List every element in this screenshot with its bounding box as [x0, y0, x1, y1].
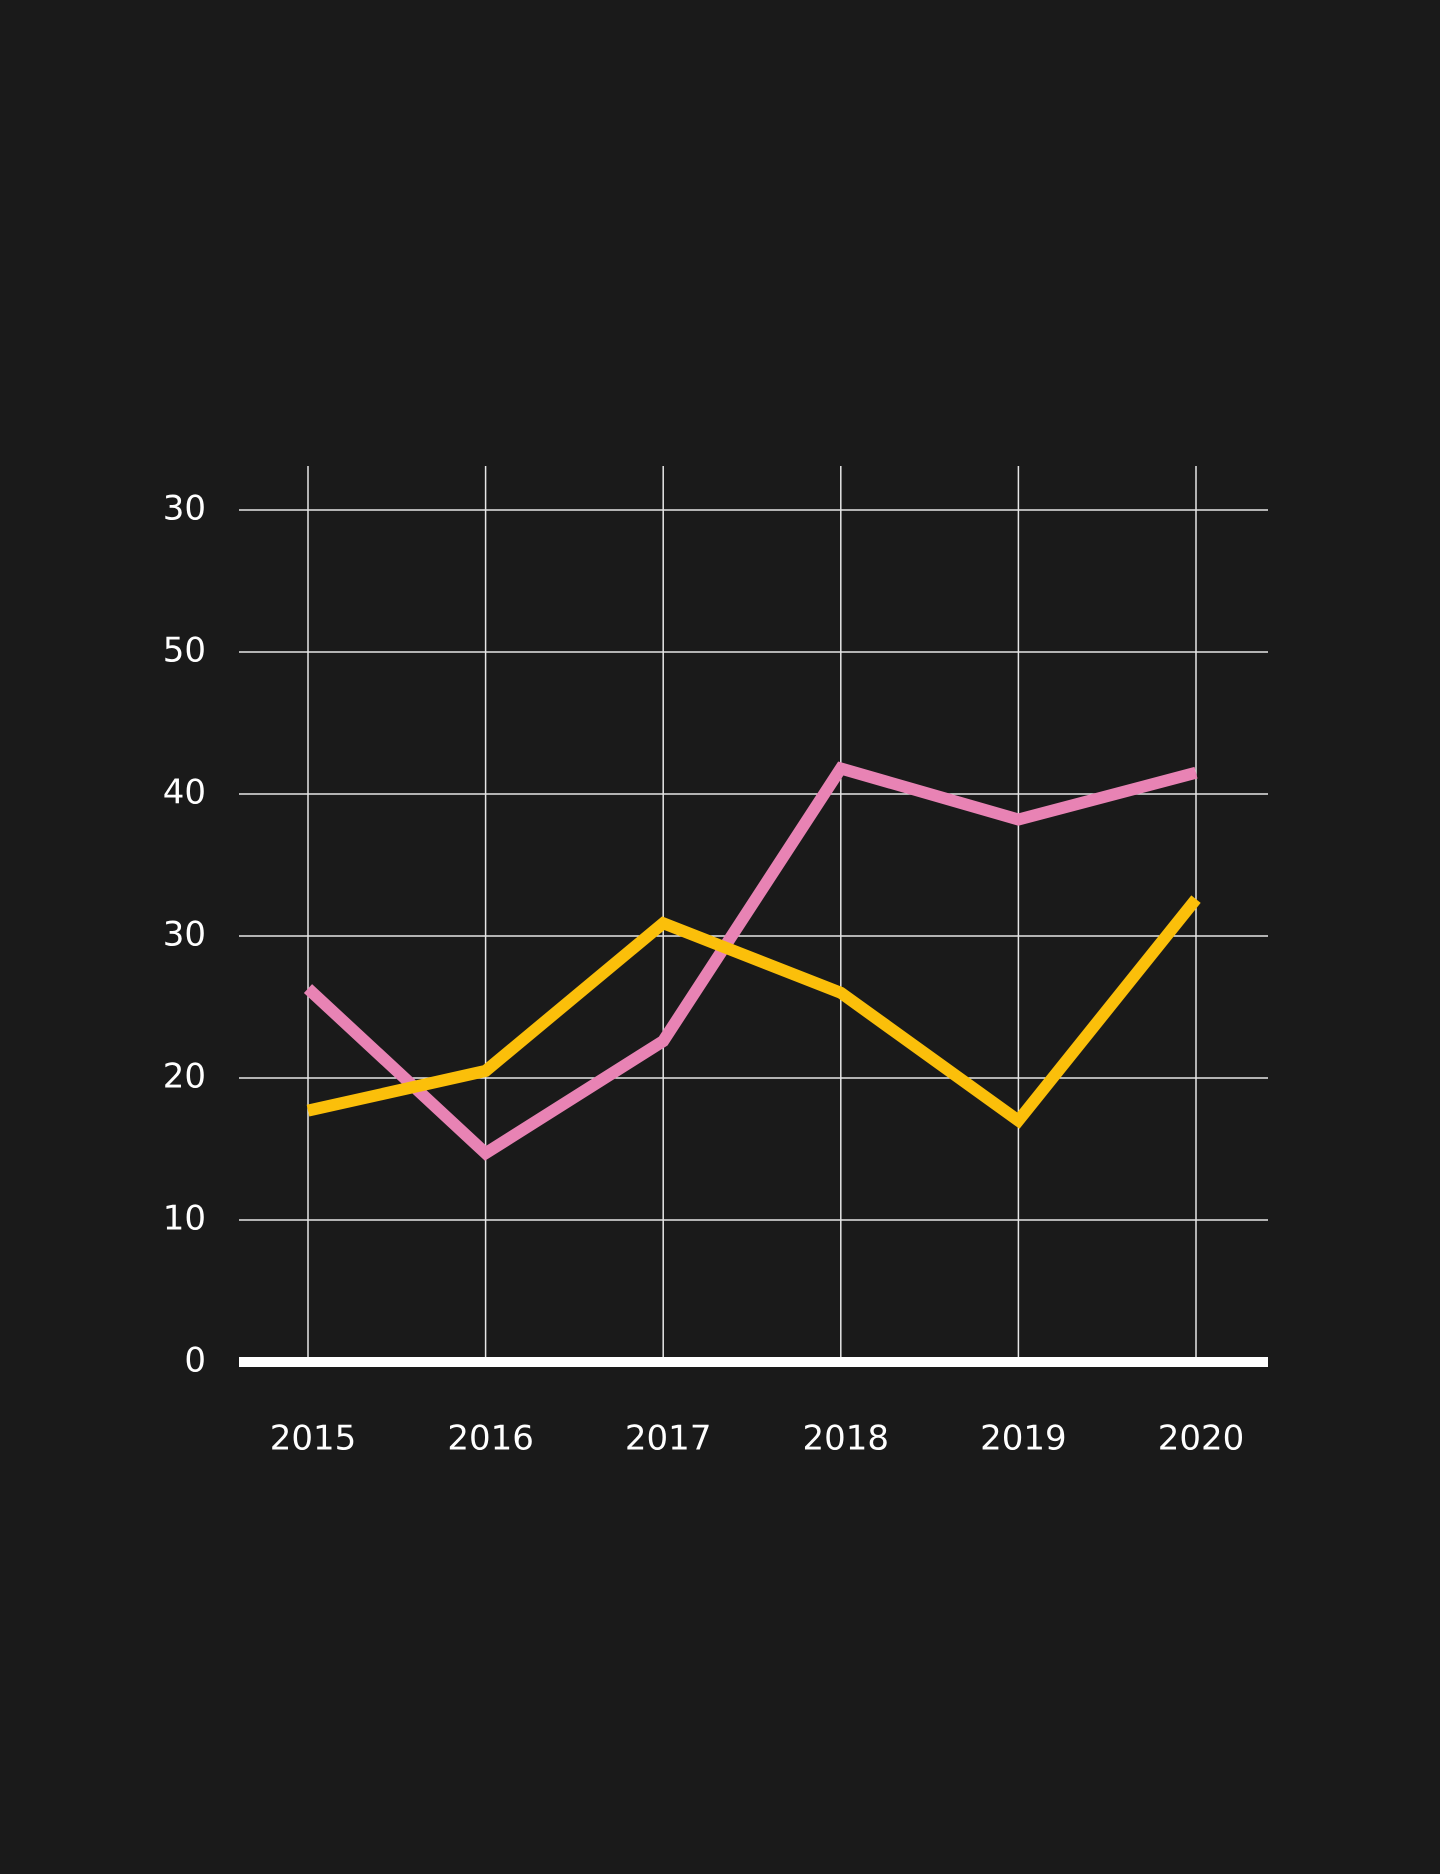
x-tick-label: 2019: [980, 1419, 1067, 1459]
y-tick-label: 10: [163, 1199, 206, 1239]
y-tick-label: 30: [163, 489, 206, 529]
x-tick-label: 2020: [1158, 1419, 1245, 1459]
y-tick-label: 20: [163, 1057, 206, 1097]
x-tick-label: 2016: [447, 1419, 534, 1459]
y-tick-label: 0: [184, 1341, 206, 1381]
x-tick-label: 2017: [625, 1419, 712, 1459]
line-series: [306, 895, 1201, 1129]
x-tick-label: 2018: [803, 1419, 890, 1459]
y-tick-label: 40: [163, 773, 206, 813]
y-tick-label: 30: [163, 915, 206, 955]
line-series: [303, 761, 1198, 1161]
y-tick-label: 50: [163, 631, 206, 671]
x-tick-label: 2015: [270, 1419, 357, 1459]
